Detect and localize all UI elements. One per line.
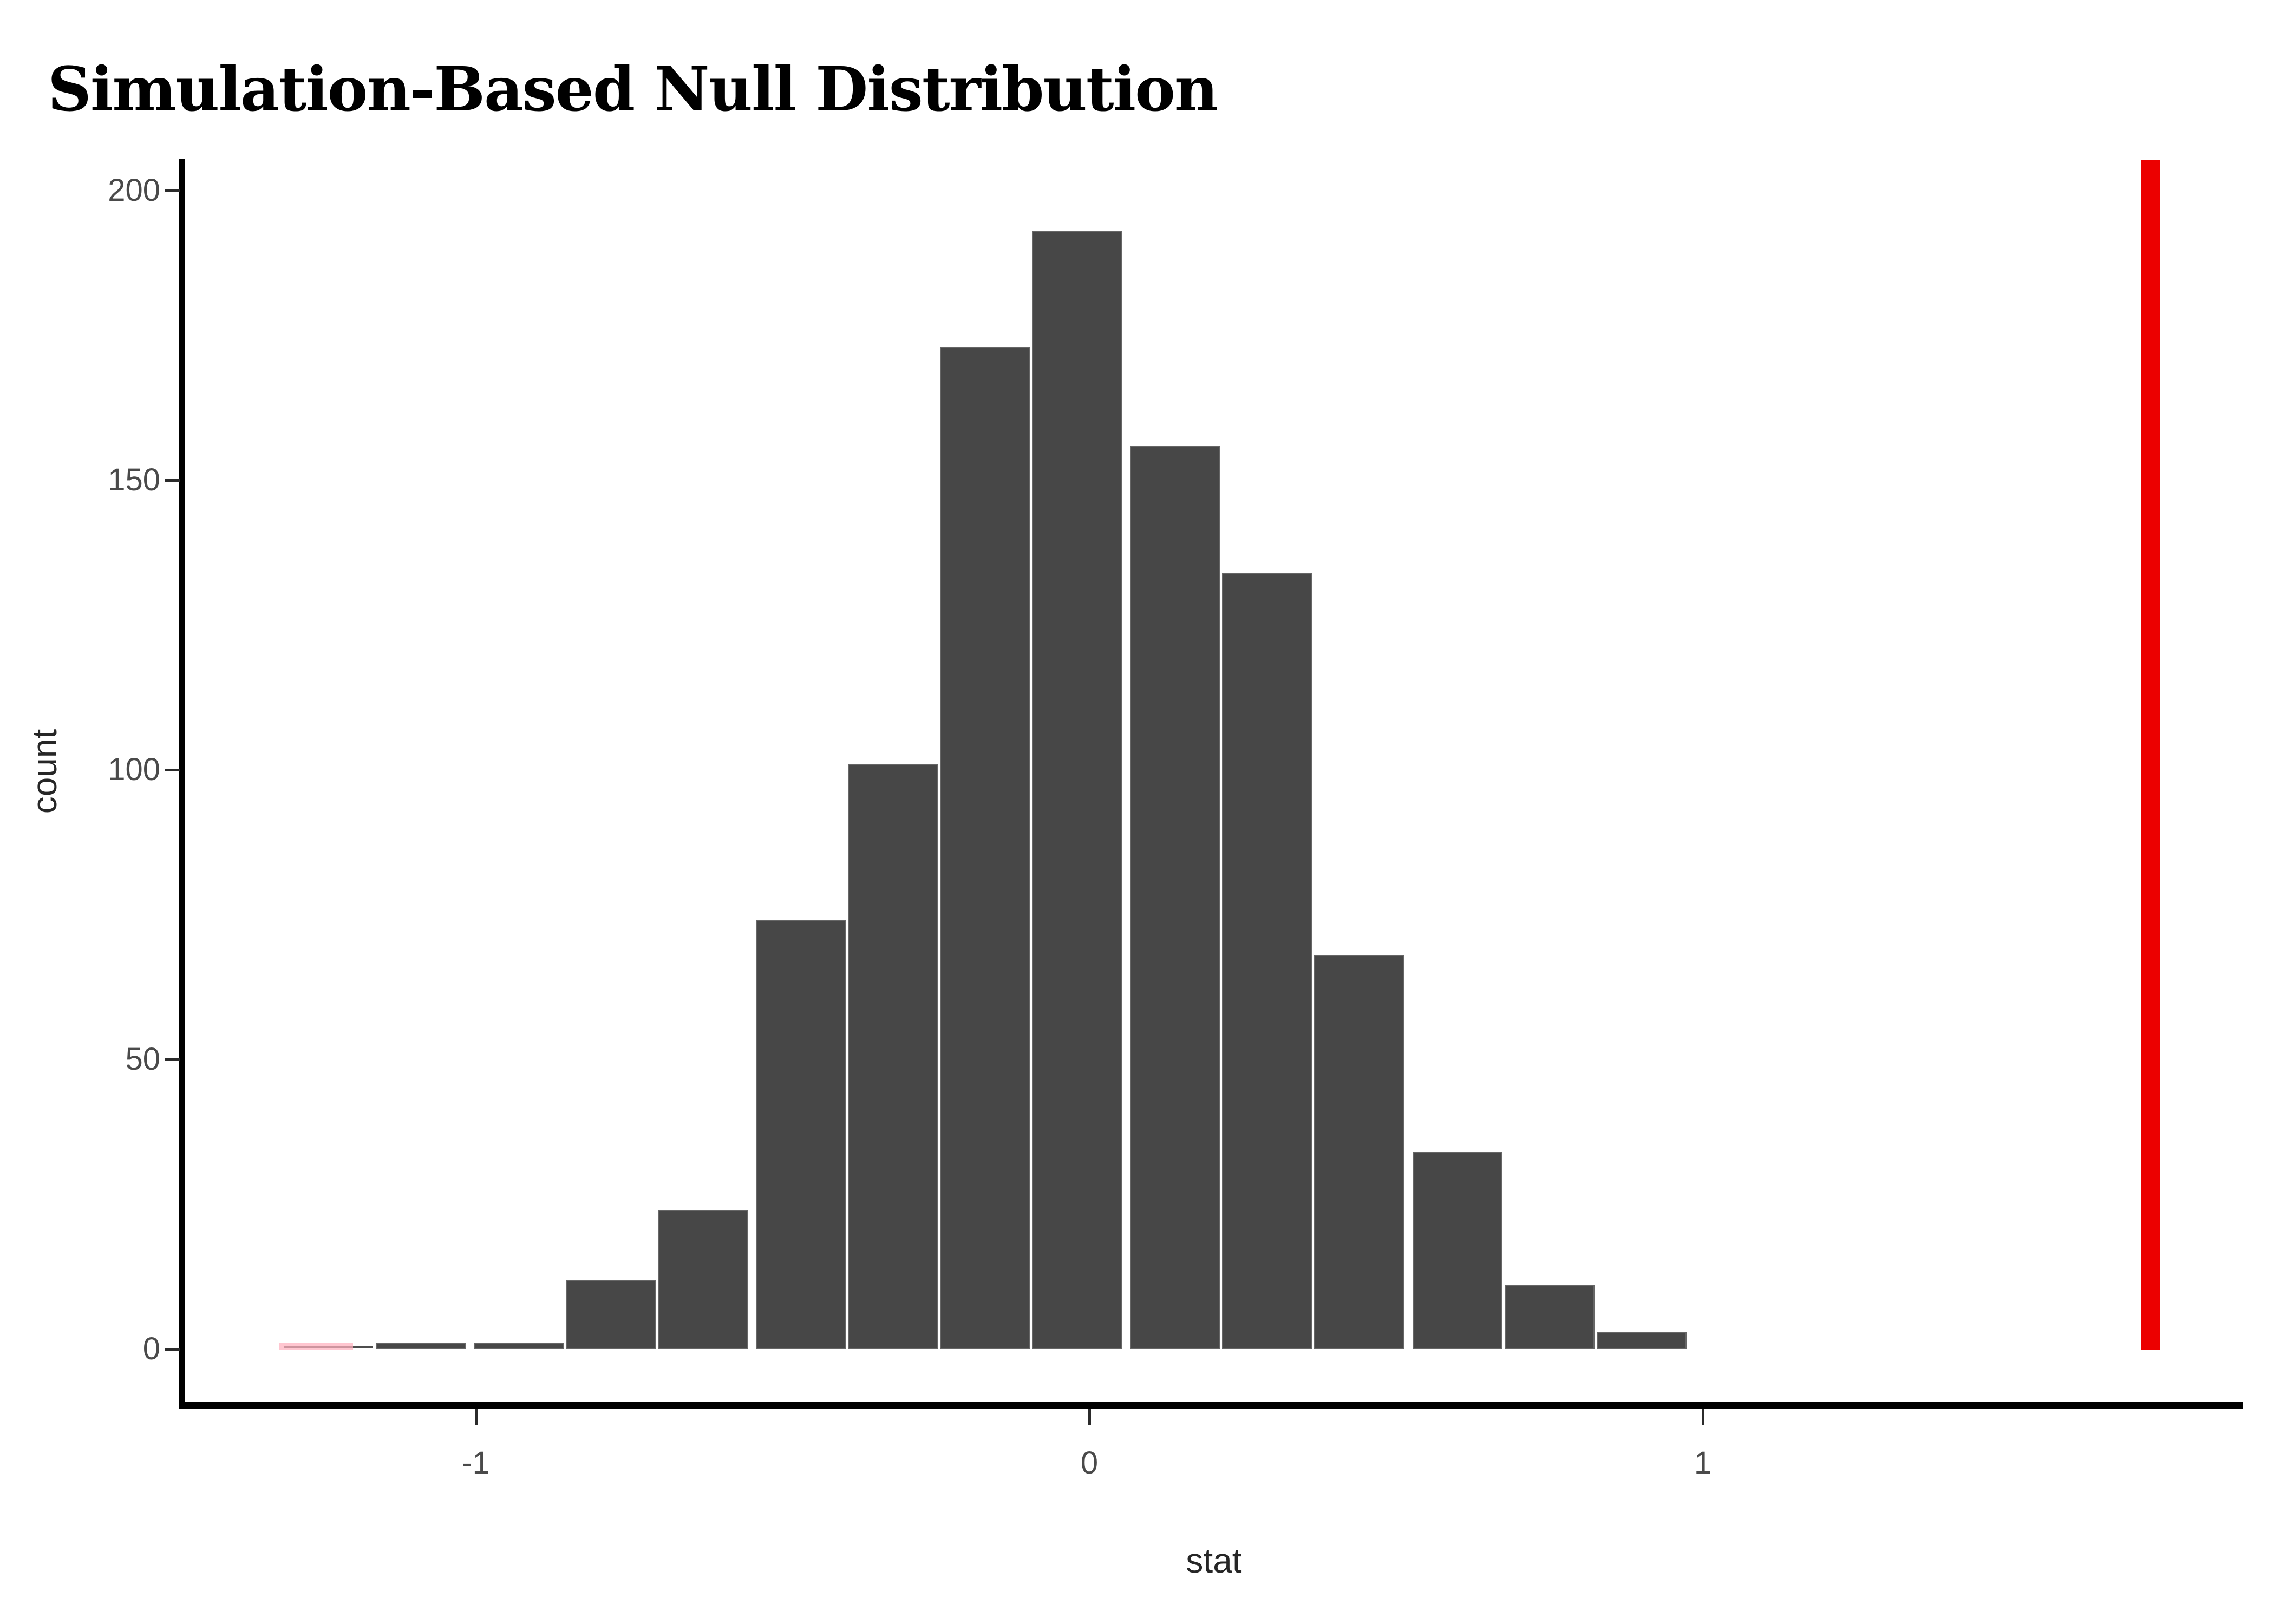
histogram-bar — [1412, 1152, 1502, 1349]
y-axis-line — [179, 159, 185, 1409]
x-tick-mark — [1088, 1409, 1091, 1425]
histogram-bar — [375, 1343, 466, 1349]
histogram-bar — [658, 1210, 748, 1349]
histogram-bar — [1596, 1331, 1687, 1349]
y-tick-mark — [165, 1058, 180, 1061]
y-tick-label: 150 — [108, 462, 160, 497]
y-tick-mark — [165, 479, 180, 482]
x-axis-line — [179, 1402, 2243, 1409]
x-tick-label: -1 — [462, 1445, 490, 1481]
y-axis-title: count — [25, 729, 64, 814]
observed-stat-line — [2141, 160, 2161, 1350]
y-tick-mark — [165, 769, 180, 771]
histogram-bar — [474, 1343, 564, 1349]
histogram-bar — [756, 920, 846, 1349]
histogram-bar — [848, 764, 938, 1349]
x-axis-title: stat — [1186, 1541, 1242, 1580]
y-tick-label: 50 — [125, 1042, 160, 1077]
chart-title: Simulation-Based Null Distribution — [48, 54, 1218, 125]
histogram-bar — [566, 1279, 656, 1349]
pvalue-shade-rect — [279, 1343, 354, 1350]
x-tick-mark — [475, 1409, 478, 1425]
y-tick-label: 200 — [108, 173, 160, 208]
histogram-bar — [1032, 231, 1122, 1349]
histogram-bar — [1314, 955, 1404, 1349]
x-tick-mark — [1702, 1409, 1704, 1425]
x-tick-label: 0 — [1080, 1445, 1099, 1481]
y-tick-label: 100 — [108, 752, 160, 787]
y-tick-mark — [165, 189, 180, 192]
histogram-bar — [1222, 573, 1312, 1349]
x-tick-label: 1 — [1694, 1445, 1712, 1481]
y-tick-label: 0 — [142, 1331, 160, 1366]
histogram-bar — [1130, 445, 1220, 1349]
histogram-bar — [940, 346, 1030, 1349]
histogram-bar — [1504, 1285, 1595, 1349]
y-tick-mark — [165, 1348, 180, 1351]
